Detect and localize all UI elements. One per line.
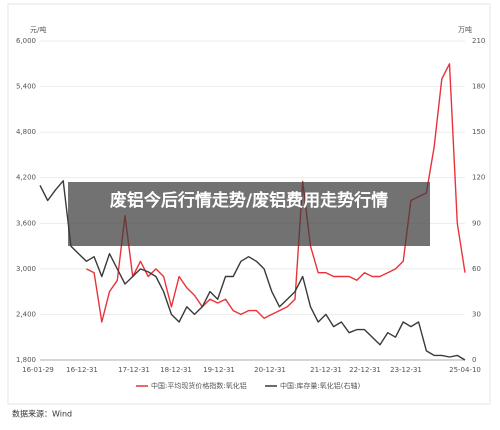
x-tick-label: 23-12-31 [390, 366, 422, 374]
y-tick-label: 1,800 [16, 356, 36, 364]
legend-label: 中国:库存量:氧化铝(右轴) [280, 381, 360, 390]
x-tick-label: 25-04-10 [449, 366, 481, 374]
x-tick-label: 18-12-31 [160, 366, 192, 374]
y2-tick-label: 150 [472, 128, 485, 136]
y2-tick-label: 90 [472, 219, 481, 227]
y2-unit: 万吨 [458, 25, 472, 34]
y2-tick-label: 0 [472, 356, 476, 364]
y-tick-label: 2,400 [16, 310, 36, 318]
series-line [86, 63, 466, 323]
y-tick-label: 4,200 [16, 174, 36, 182]
x-tick-label: 17-12-31 [118, 366, 150, 374]
x-tick-label: 16-12-31 [66, 366, 98, 374]
x-tick-label: 19-12-31 [203, 366, 235, 374]
y2-tick-label: 180 [472, 83, 485, 91]
y-tick-label: 4,800 [16, 128, 36, 136]
frame [7, 3, 491, 405]
y-tick-label: 5,400 [16, 83, 36, 91]
x-tick-label: 20-12-31 [254, 366, 286, 374]
y-tick-label: 3,000 [16, 265, 36, 273]
x-tick-label: 22-12-31 [349, 366, 381, 374]
y2-tick-label: 120 [472, 174, 485, 182]
y2-tick-label: 210 [472, 37, 485, 45]
x-tick-label: 16-01-29 [22, 366, 54, 374]
y2-tick-label: 60 [472, 265, 481, 273]
y-tick-label: 3,600 [16, 219, 36, 227]
y2-tick-label: 30 [472, 310, 481, 318]
series-line [39, 180, 466, 361]
y-unit: 元/吨 [30, 25, 46, 34]
source: 数据来源：Wind [12, 409, 72, 419]
legend-label: 中国:平均现货价格指数:氧化铝 [151, 381, 247, 390]
x-tick-label: 21-12-31 [310, 366, 342, 374]
y-tick-label: 6,000 [16, 37, 36, 45]
overlay-title: 废铝今后行情走势/废铝费用走势行情 [68, 182, 430, 246]
